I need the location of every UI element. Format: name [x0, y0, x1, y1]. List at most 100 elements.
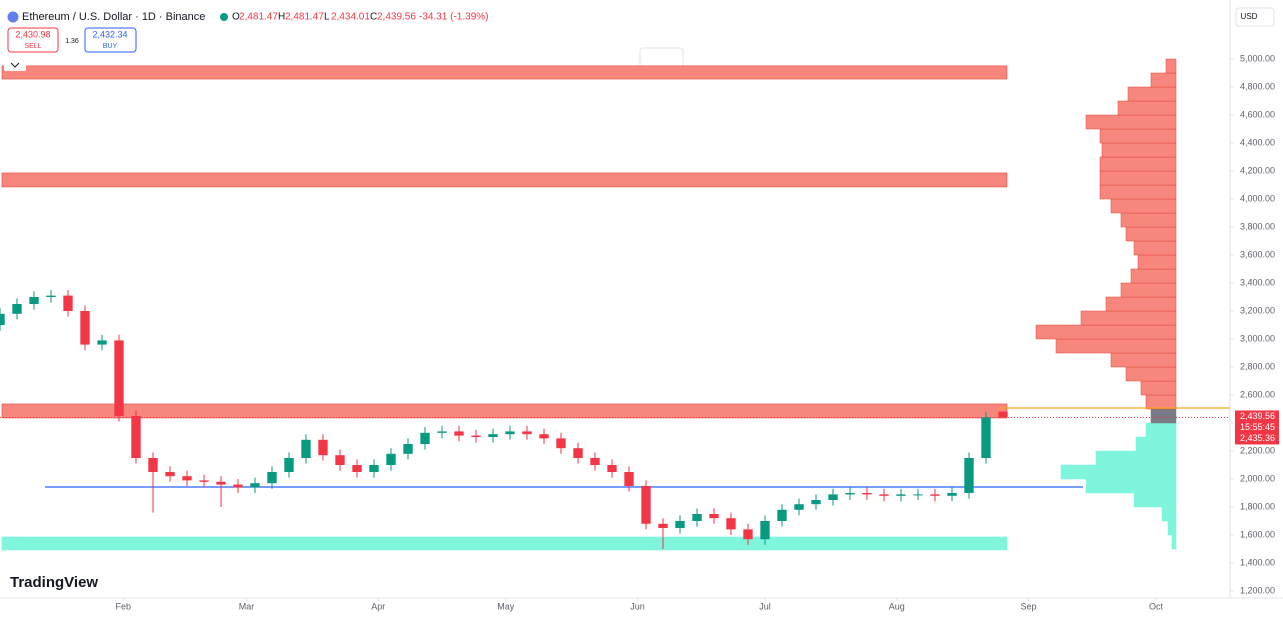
x-tick-label: May	[497, 601, 515, 611]
profile-bar	[1165, 58, 1177, 74]
currency-button[interactable]	[1235, 7, 1275, 27]
brand: TradingView	[10, 574, 98, 591]
candle-body	[573, 448, 583, 458]
candle-body	[845, 493, 855, 495]
x-tick-label: Apr	[371, 601, 385, 611]
ohlc-value: 2,481.47	[239, 12, 278, 23]
ohlc-value: 2,434.01	[331, 12, 370, 23]
candle-body	[828, 494, 838, 500]
candle-body	[369, 465, 379, 472]
profile-bar	[1137, 254, 1177, 270]
y-tick-label: 3,200.00	[1240, 305, 1275, 315]
candle-body	[335, 455, 345, 465]
candle-body	[233, 484, 243, 488]
x-tick-label: Jun	[630, 601, 645, 611]
candle-body	[250, 483, 260, 488]
candle-body	[675, 521, 685, 528]
x-tick-label: Feb	[115, 601, 131, 611]
candle-body	[743, 529, 753, 540]
profile-bar	[1085, 478, 1177, 494]
profile-bar	[1110, 198, 1177, 214]
y-tick-label: 3,600.00	[1240, 249, 1275, 259]
y-tick-label: 2,200.00	[1240, 445, 1275, 455]
candle-body	[709, 514, 719, 519]
candle-body	[352, 465, 362, 472]
candle-body	[930, 494, 940, 496]
currency: USD	[1241, 12, 1258, 21]
x-tick-label: Jul	[759, 601, 771, 611]
x-tick-label: Oct	[1149, 601, 1164, 611]
candle-body	[692, 514, 702, 521]
ohlc-value: 2,481.47	[285, 12, 324, 23]
bid-label: 2,435.36	[1240, 433, 1275, 443]
profile-bar	[1125, 226, 1177, 242]
candle-body	[641, 486, 651, 524]
candle-body	[420, 432, 430, 444]
ohlc-key: H	[278, 12, 285, 23]
profile-bar	[1150, 408, 1177, 424]
y-tick-label: 3,000.00	[1240, 333, 1275, 343]
profile-bar	[1145, 394, 1177, 410]
buy-button[interactable]	[84, 27, 137, 53]
candle-body	[607, 465, 617, 472]
y-tick-label: 4,000.00	[1240, 193, 1275, 203]
candle-body	[947, 493, 957, 496]
y-tick-label: 4,400.00	[1240, 137, 1275, 147]
profile-bar	[1167, 520, 1177, 536]
candle-body	[216, 481, 226, 485]
profile-bar	[1145, 422, 1177, 438]
collapse-button[interactable]	[4, 59, 26, 71]
y-tick-label: 3,400.00	[1240, 277, 1275, 287]
profile-bar	[1080, 310, 1177, 326]
y-tick-label: 1,600.00	[1240, 529, 1275, 539]
candle-body	[539, 434, 549, 439]
collapse-icon	[10, 62, 20, 68]
x-tick-label: Sep	[1020, 601, 1036, 611]
candle-body	[998, 411, 1008, 418]
candle-body	[590, 458, 600, 465]
profile-bar	[1130, 268, 1177, 284]
candle-body	[879, 494, 889, 496]
profile-bar	[1127, 86, 1177, 102]
candle-body	[981, 417, 991, 458]
candle-body	[794, 504, 804, 510]
y-tick-label: 2,600.00	[1240, 389, 1275, 399]
candle-body	[437, 431, 447, 433]
profile-bar	[1133, 240, 1177, 256]
candle-body	[63, 295, 73, 311]
y-tick-label: 4,600.00	[1240, 109, 1275, 119]
countdown: 15:55:45	[1240, 422, 1275, 432]
y-tick-label: 4,800.00	[1240, 81, 1275, 91]
candle-body	[80, 311, 90, 345]
y-tick-label: 3,800.00	[1240, 221, 1275, 231]
last-price-box	[1235, 410, 1279, 445]
candle-body	[46, 295, 56, 297]
profile-bar	[1161, 506, 1177, 522]
change: -34.31 (-1.39%)	[419, 12, 488, 23]
sell-button[interactable]	[7, 27, 59, 53]
candle-body	[862, 493, 872, 495]
candle-body	[488, 434, 498, 437]
candle-body	[267, 472, 277, 484]
candle-body	[318, 439, 328, 456]
profile-bar	[1120, 282, 1177, 298]
profile-bar	[1117, 100, 1177, 116]
profile-bar	[1101, 142, 1177, 158]
plot	[0, 58, 1230, 551]
candle-body	[131, 416, 141, 458]
y-tick-label: 1,200.00	[1240, 585, 1275, 595]
profile-bar	[1110, 352, 1177, 368]
buy-price: 2,432.34	[92, 29, 127, 39]
candle-body	[913, 494, 923, 496]
y-tick-label: 2,800.00	[1240, 361, 1275, 371]
zone	[1, 536, 1008, 551]
candle-body	[403, 444, 413, 454]
profile-bar	[1099, 184, 1177, 200]
zone	[1, 65, 1008, 80]
spread: 1.36	[65, 38, 79, 45]
candle-body	[726, 518, 736, 530]
candle-body	[284, 458, 294, 472]
x-tick-label: Mar	[239, 601, 255, 611]
zone	[1, 403, 1008, 419]
profile-bar	[1150, 72, 1177, 88]
